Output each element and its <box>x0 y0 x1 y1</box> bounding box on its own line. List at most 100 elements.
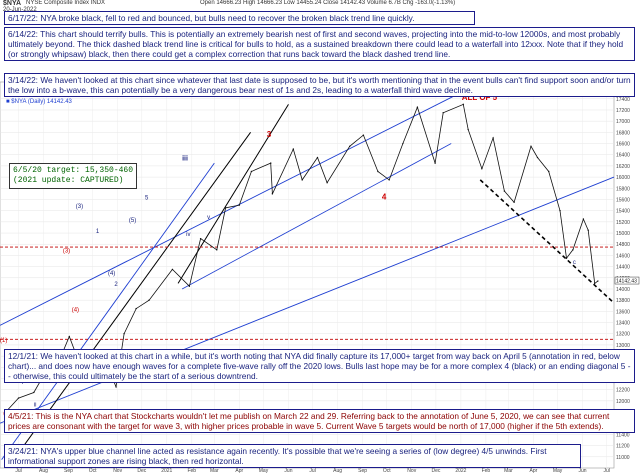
price-point <box>238 204 241 206</box>
price-point <box>513 201 515 203</box>
price-point <box>536 156 539 159</box>
note-6-17-22: 6/17/22: NYA broke black, fell to red an… <box>4 11 475 25</box>
note-date: 12/1/21: <box>8 351 38 361</box>
price-point <box>33 391 35 394</box>
price-point <box>582 218 585 220</box>
wave-label-w2: 2 <box>114 282 118 288</box>
note-4-5-21: 4/5/21: This is the NYA chart that Stock… <box>4 409 635 433</box>
y-tick-label: 12000 <box>616 399 630 405</box>
y-tick-label: 15000 <box>616 231 630 237</box>
price-point <box>362 134 365 136</box>
x-tick-label: May <box>553 468 563 473</box>
price-point <box>462 103 465 106</box>
y-tick-label: 15200 <box>616 220 630 226</box>
inner-blue-line <box>181 143 452 290</box>
plot-area <box>0 81 615 469</box>
y-tick-label: 14400 <box>616 265 630 271</box>
wave-label-w3-black: 3 <box>267 130 272 139</box>
y-tick-label: 12200 <box>616 388 630 394</box>
price-point <box>326 181 328 184</box>
y-tick-label: 13200 <box>616 332 630 338</box>
x-tick-label: 2021 <box>161 468 172 473</box>
callout-line-1: 6/5/20 target: 15,350-460 <box>13 166 134 175</box>
note-date: 4/5/21: <box>8 411 34 421</box>
x-tick-label: Jul <box>15 468 21 473</box>
price-point <box>216 249 218 251</box>
price-point <box>148 299 150 301</box>
y-tick-label: 14600 <box>616 253 630 259</box>
wave-label-v: v <box>207 215 210 221</box>
y-tick-label: 17400 <box>616 97 630 103</box>
note-text: This is the NYA chart that Stockcharts w… <box>8 411 610 431</box>
x-tick-label: Aug <box>39 468 48 473</box>
y-tick-label: 13400 <box>616 321 630 327</box>
legend-text: $NYA (Daily) 14142.43 <box>11 99 72 105</box>
y-tick-label: 16400 <box>616 153 630 159</box>
y-tick-label: 15600 <box>616 197 630 203</box>
x-tick-label: Mar <box>210 468 219 473</box>
price-point <box>68 335 70 338</box>
y-tick-label: 13800 <box>616 298 630 304</box>
target-callout: 6/5/20 target: 15,350-460 (2021 update: … <box>9 163 138 189</box>
wave-label-w4-red: 4 <box>382 192 387 201</box>
callout-line-2: (2021 update: CAPTURED) <box>13 176 124 185</box>
price-point <box>503 190 506 192</box>
y-tick-label: 15400 <box>616 209 630 215</box>
price-point <box>292 148 295 150</box>
price-point <box>593 282 596 285</box>
price-point <box>271 193 274 195</box>
price-point <box>388 179 390 181</box>
note-text: We haven't looked at this chart since wh… <box>8 75 631 95</box>
wave-label-iv: iv <box>186 232 190 238</box>
note-date: 6/14/22: <box>8 29 38 39</box>
wave-label-p3-blue: (3) <box>76 204 83 210</box>
wave-label-c-label: c <box>573 260 576 266</box>
note-3-24-21: 3/24/21: NYA's upper blue channel line a… <box>4 444 581 468</box>
x-tick-label: Feb <box>187 468 196 473</box>
rising-black-line-2 <box>177 104 289 284</box>
note-6-14-22: 6/14/22: This chart should terrify bulls… <box>4 27 635 61</box>
index-name: NYSE Composite Index INDX <box>26 0 106 6</box>
note-text: This chart should terrify bulls. This is… <box>8 29 624 59</box>
y-tick-label: 16800 <box>616 130 630 136</box>
wave-label-i: i <box>22 380 23 386</box>
x-tick-label: Mar <box>504 468 513 473</box>
price-point <box>559 209 561 212</box>
y-tick-label: 11000 <box>616 455 630 461</box>
y-tick-label: 11200 <box>616 444 630 450</box>
wave-label-iii: iii <box>182 155 188 162</box>
y-tick-label: 15800 <box>616 186 630 192</box>
x-tick-label: Nov <box>407 468 416 473</box>
y-tick-label: 13000 <box>616 343 630 349</box>
y-tick-label: 17200 <box>616 108 630 114</box>
price-point <box>316 156 319 159</box>
last-value-label: 14142.43 <box>616 279 637 285</box>
dashed-black-trend-line <box>479 179 615 304</box>
wave-label-ii: ii <box>34 402 37 408</box>
ticker-symbol: $NYA <box>3 0 22 7</box>
price-point <box>301 179 303 181</box>
note-12-1-21: 12/1/21: We haven't looked at this chart… <box>4 349 635 383</box>
price-point <box>135 307 137 310</box>
note-text: NYA broke black, fell to red and bounced… <box>40 13 415 23</box>
x-tick-label: Sep <box>358 468 367 473</box>
x-tick-label: Jun <box>579 468 587 473</box>
wave-label-p3-red: (3) <box>63 249 70 255</box>
price-point <box>442 112 444 114</box>
x-tick-label: Dec <box>431 468 440 473</box>
y-tick-label: 14800 <box>616 242 630 248</box>
note-date: 3/14/22: <box>8 75 38 85</box>
y-tick-label: 16000 <box>616 175 630 181</box>
wave-label-p4-blue: (4) <box>108 271 115 277</box>
price-point <box>434 162 436 164</box>
price-point <box>377 170 379 173</box>
wave-label-p1: (1) <box>0 338 7 344</box>
x-tick-label: Apr <box>235 468 243 473</box>
price-point <box>467 128 469 131</box>
chart-header: $NYA NYSE Composite Index INDX 20-Jun-20… <box>0 0 640 14</box>
wave-label-p5: (5) <box>129 218 136 224</box>
legend: ■ $NYA (Daily) 14142.43 <box>6 99 72 105</box>
price-point <box>224 207 227 209</box>
